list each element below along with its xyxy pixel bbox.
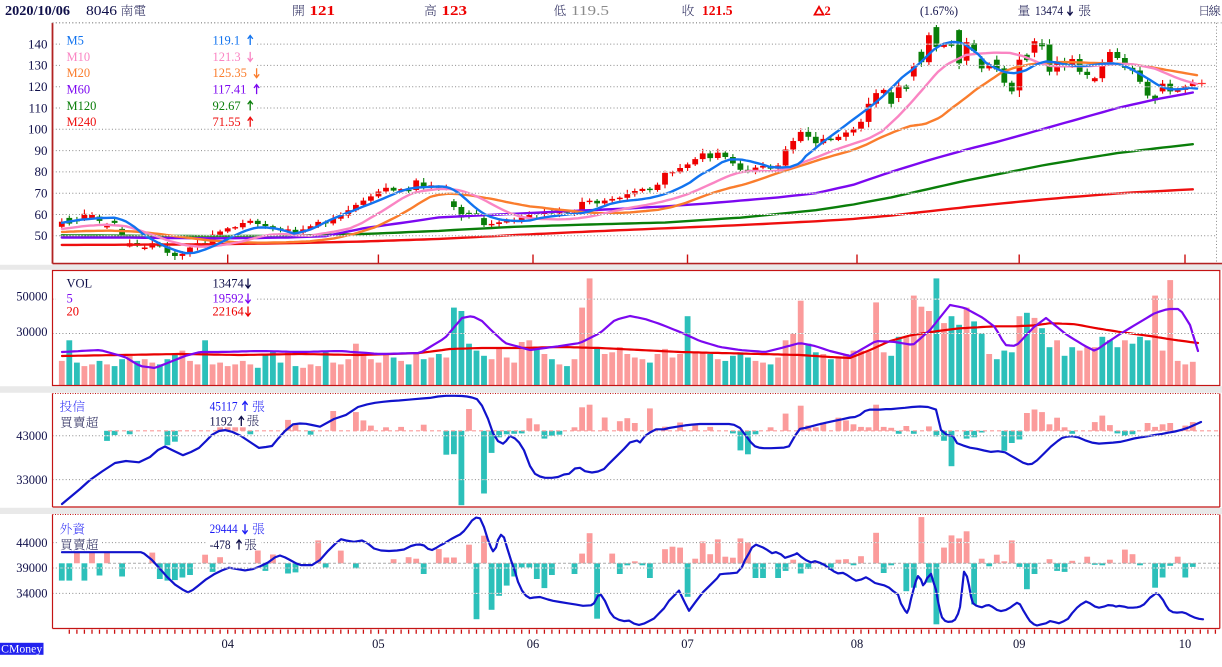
svg-text:90: 90 — [35, 143, 48, 158]
svg-text:33000: 33000 — [16, 473, 47, 487]
svg-text:13474: 13474 — [1035, 3, 1063, 18]
svg-text:120: 120 — [28, 79, 48, 94]
svg-text:121.5: 121.5 — [702, 4, 733, 19]
svg-text:125.35: 125.35 — [213, 66, 247, 80]
svg-text:80: 80 — [35, 164, 48, 179]
svg-text:1192: 1192 — [210, 414, 233, 428]
svg-text:M5: M5 — [67, 34, 84, 48]
svg-text:70: 70 — [35, 186, 48, 201]
svg-text:22164: 22164 — [213, 304, 245, 318]
svg-text:29444: 29444 — [210, 522, 239, 536]
svg-text:M120: M120 — [67, 99, 97, 113]
svg-text:M240: M240 — [67, 115, 97, 129]
svg-text:44000: 44000 — [16, 536, 47, 550]
svg-text:121.3: 121.3 — [213, 50, 241, 64]
svg-text:50000: 50000 — [16, 290, 47, 304]
svg-text:117.41: 117.41 — [213, 83, 247, 97]
svg-text:110: 110 — [28, 100, 47, 115]
svg-text:05: 05 — [372, 637, 385, 651]
svg-text:30000: 30000 — [16, 325, 47, 339]
svg-text:M20: M20 — [67, 66, 91, 80]
svg-text:VOL: VOL — [67, 276, 93, 290]
svg-text:92.67: 92.67 — [213, 99, 241, 113]
svg-text:119.1: 119.1 — [213, 34, 241, 48]
svg-text:20: 20 — [67, 304, 80, 318]
svg-text:43000: 43000 — [16, 429, 47, 443]
svg-text:09: 09 — [1013, 637, 1026, 651]
svg-text:07: 07 — [681, 637, 694, 651]
svg-text:13474: 13474 — [213, 276, 245, 290]
svg-text:39000: 39000 — [16, 561, 47, 575]
svg-text:121: 121 — [310, 4, 336, 19]
svg-text:60: 60 — [35, 207, 48, 222]
svg-text:45117: 45117 — [210, 400, 238, 414]
svg-text:2020/10/06: 2020/10/06 — [5, 3, 70, 18]
svg-text:19592: 19592 — [213, 291, 244, 305]
svg-text:-478: -478 — [210, 538, 231, 552]
svg-text:5: 5 — [67, 291, 73, 305]
svg-text:100: 100 — [28, 122, 48, 137]
svg-text:50: 50 — [35, 228, 48, 243]
svg-text:M60: M60 — [67, 83, 91, 97]
svg-text:04: 04 — [221, 637, 234, 651]
svg-text:123: 123 — [442, 4, 468, 19]
svg-text:71.55: 71.55 — [213, 115, 241, 129]
svg-text:140: 140 — [28, 36, 48, 51]
svg-text:(1.67%): (1.67%) — [920, 3, 958, 18]
svg-text:08: 08 — [851, 637, 864, 651]
svg-text:119.5: 119.5 — [571, 4, 609, 19]
svg-text:10: 10 — [1179, 637, 1192, 651]
svg-text:M10: M10 — [67, 50, 91, 64]
svg-text:8046: 8046 — [86, 3, 117, 18]
svg-text:06: 06 — [527, 637, 540, 651]
svg-text:34000: 34000 — [16, 587, 47, 601]
svg-text:130: 130 — [28, 58, 48, 73]
svg-text:CMoney: CMoney — [1, 644, 42, 656]
svg-text:2: 2 — [825, 4, 831, 18]
